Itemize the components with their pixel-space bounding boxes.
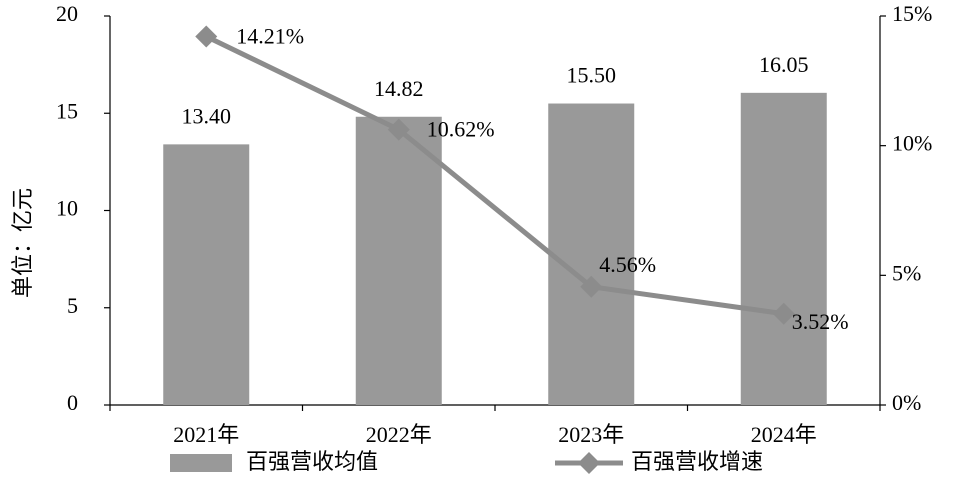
legend-swatch bbox=[170, 454, 232, 472]
line-value-label: 10.62% bbox=[427, 117, 495, 142]
line-value-label: 4.56% bbox=[599, 252, 656, 277]
bar-value-label: 13.40 bbox=[182, 103, 232, 128]
y-tick-label: 15 bbox=[56, 98, 78, 123]
bar bbox=[355, 116, 442, 405]
legend-label: 百强营收均值 bbox=[246, 449, 378, 474]
line-marker bbox=[772, 302, 795, 325]
y-axis-label: 单位：亿元 bbox=[10, 188, 35, 298]
y-tick-label: 0 bbox=[67, 390, 78, 415]
line-marker bbox=[387, 118, 410, 141]
x-tick-label: 2021年 bbox=[173, 422, 239, 447]
y2-tick-label: 15% bbox=[892, 1, 932, 26]
x-tick-label: 2022年 bbox=[366, 422, 432, 447]
bar bbox=[548, 103, 635, 406]
y-tick-label: 20 bbox=[56, 1, 78, 26]
bar bbox=[740, 92, 827, 405]
y2-tick-label: 10% bbox=[892, 131, 932, 156]
line-marker bbox=[580, 275, 603, 298]
legend-marker bbox=[578, 452, 600, 474]
line bbox=[205, 34, 785, 317]
line-marker bbox=[195, 25, 218, 48]
y-tick-label: 5 bbox=[67, 293, 78, 318]
y-tick-label: 10 bbox=[56, 196, 78, 221]
x-tick-label: 2023年 bbox=[558, 422, 624, 447]
bar-value-label: 16.05 bbox=[759, 52, 809, 77]
bar bbox=[163, 144, 250, 405]
bar-value-label: 15.50 bbox=[567, 63, 617, 88]
x-tick-label: 2024年 bbox=[751, 422, 817, 447]
bar-value-label: 14.82 bbox=[374, 76, 424, 101]
y2-tick-label: 0% bbox=[892, 390, 921, 415]
line-value-label: 3.52% bbox=[792, 309, 849, 334]
line-value-label: 14.21% bbox=[236, 24, 304, 49]
legend-label: 百强营收增速 bbox=[631, 449, 763, 474]
y2-tick-label: 5% bbox=[892, 260, 921, 285]
